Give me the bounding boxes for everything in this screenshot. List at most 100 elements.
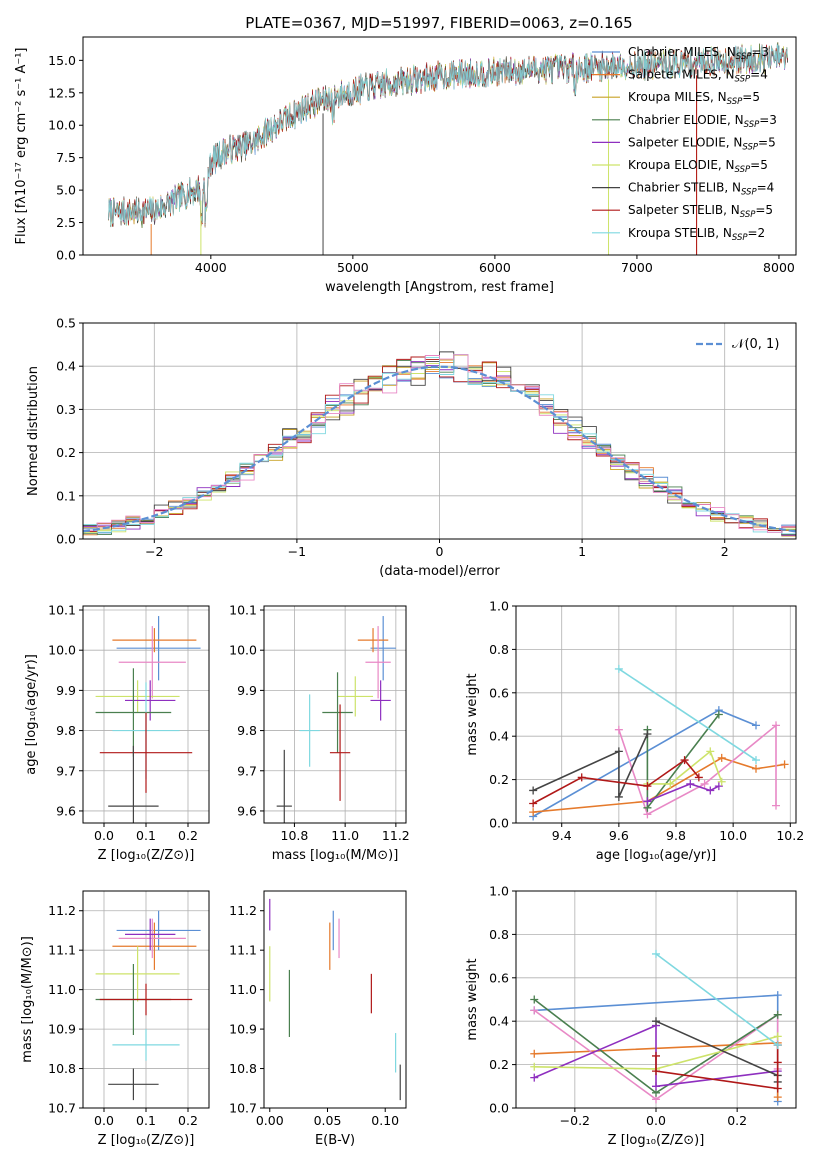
weight-marker [614,664,623,673]
weight-marker [530,1073,539,1082]
weight-marker [643,797,652,806]
y-tick-label: 0.0 [56,248,76,263]
legend-label: 𝒩(0, 1) [732,337,779,352]
y-tick-label: 0.5 [56,316,76,331]
y-tick-label: 0.2 [56,445,76,460]
error-bar-point [95,680,180,713]
error-bar-point [329,704,351,801]
weight-marker [614,747,623,756]
y-tick-label: 0.2 [489,1057,509,1072]
weight-marker [529,799,538,808]
plot-area [95,616,201,823]
weight-series [529,706,760,821]
y-tick-label: 11.1 [48,943,76,958]
weight-marker [686,779,695,788]
weight-marker [643,730,652,739]
x-axis-label: Z [log₁₀(Z/Z⊙)] [608,1133,705,1148]
error-bar-point [370,616,396,681]
y-tick-label: 9.9 [56,683,76,698]
x-tick-label: 0.1 [136,1113,156,1128]
y-tick-label: 10.9 [229,1022,257,1037]
error-bar-point [112,922,197,970]
y-tick-label: 11.1 [229,943,257,958]
x-tick-label: 10.8 [281,828,309,843]
error-bar-point [116,616,201,681]
weight-series [529,756,703,808]
y-tick-label: 10.0 [48,643,76,658]
x-tick-label: −2 [145,544,163,559]
x-tick-label: 0.0 [94,1113,114,1128]
mass-vs-ebv-panel: 0.00 0.05 0.10 10.7 10.8 10.9 11.0 11.1 11.2 E(B-… [229,890,407,1148]
weight-marker [773,1041,782,1050]
x-tick-label: 0.0 [646,1113,666,1128]
x-tick-label: 11.0 [331,828,359,843]
y-tick-label: 0.4 [489,1014,509,1029]
plot-area [269,898,401,1101]
legend-label: Kroupa MILES, NSSP=5 [628,90,760,107]
legend-label: Salpeter MILES, NSSP=4 [628,68,768,85]
axes-frame [82,36,797,256]
x-tick-label: 5000 [337,260,369,275]
normal-reference-curve [83,365,796,533]
spectrum-legend: Chabrier MILES, NSSP=3 Salpeter MILES, NS… [592,45,777,243]
y-tick-label: 1.0 [489,599,509,614]
weight-series [614,664,760,765]
y-tick-label: 10.1 [48,603,76,618]
axes-frame [82,890,210,1109]
weight-marker [780,760,789,769]
x-tick-label: 7000 [621,260,653,275]
y-tick-label: 5.0 [56,183,76,198]
error-bar-point [118,918,186,959]
y-tick-label: 11.2 [48,903,76,918]
weight-marker [614,725,623,734]
weight-marker [773,1093,782,1102]
plot-area [530,949,782,1106]
x-tick-label: 2 [721,544,729,559]
error-bar-point [322,672,353,753]
x-tick-label: 4000 [195,260,227,275]
y-tick-label: 0.8 [489,642,509,657]
y-axis-label: Flux [fλ10⁻¹⁷ erg cm⁻² s⁻¹ A⁻¹] [14,48,29,245]
y-tick-label: 10.8 [48,1061,76,1076]
weight-marker [529,786,538,795]
x-tick-label: 0.2 [178,828,198,843]
x-tick-label: 0.05 [314,1113,342,1128]
x-tick-label: 9.8 [666,828,686,843]
axes-frame [82,322,797,540]
weight-marker [529,808,538,817]
x-axis-label: (data-model)/error [379,564,500,579]
weight-marker [717,753,726,762]
axes-frame [515,605,797,824]
error-bar-point [112,1029,180,1061]
x-tick-label: 0 [436,544,444,559]
age-vs-mass-panel: 10.8 11.0 11.2 9.6 9.7 9.8 9.9 10.0 10.1 mass [lo… [229,603,410,863]
x-tick-label: 0.1 [136,828,156,843]
x-tick-label: 0.0 [94,828,114,843]
weight-marker [773,1032,782,1041]
weight-series [530,995,782,1097]
y-tick-label: 9.8 [237,723,257,738]
error-bar-point [276,749,292,823]
y-tick-label: 10.9 [48,1022,76,1037]
y-tick-label: 15.0 [48,53,76,68]
y-tick-label: 0.6 [489,970,509,985]
y-tick-label: 1.0 [489,884,509,899]
x-axis-label: age [log₁₀(age/yr)] [596,848,717,863]
residual-histogram [83,354,796,539]
weight-marker [614,792,623,801]
y-tick-label: 0.0 [489,1101,509,1116]
weight-marker [577,773,586,782]
weight-marker [652,949,660,958]
weight-line [618,668,757,761]
weight-marker [700,779,709,788]
weight-series [529,730,652,801]
y-tick-label: 0.8 [489,927,509,942]
x-tick-label: 6000 [479,260,511,275]
legend-label: Chabrier MILES, NSSP=3 [628,45,769,62]
y-tick-label: 0.4 [489,729,509,744]
weight-line [647,783,720,803]
y-tick-label: 0.1 [56,488,76,503]
weight-series [652,949,782,1050]
y-tick-label: 9.9 [237,683,257,698]
weight-marker [752,721,760,730]
